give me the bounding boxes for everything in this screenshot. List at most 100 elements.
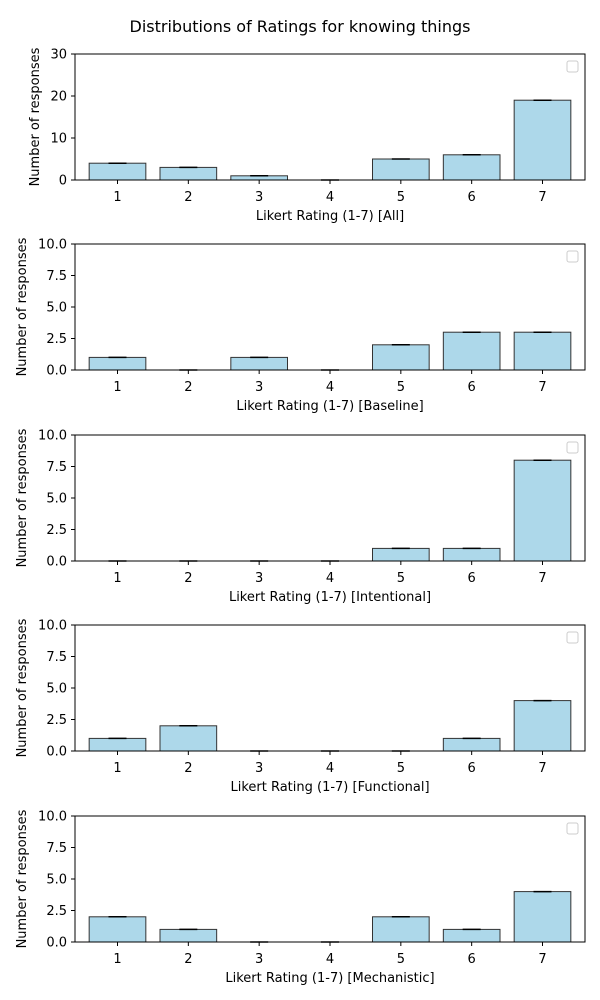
x-tick-label: 6 [468, 761, 476, 776]
figure-title: Distributions of Ratings for knowing thi… [129, 17, 471, 36]
legend-box [566, 60, 579, 73]
y-tick-label: 10.0 [38, 429, 67, 444]
y-tick-label: 2.5 [46, 713, 67, 728]
x-tick-label: 1 [113, 761, 121, 776]
x-tick-label: 2 [184, 761, 192, 776]
bar-7 [513, 99, 572, 181]
axes-frame [74, 815, 586, 943]
x-tick-label: 4 [326, 761, 334, 776]
legend-box [566, 822, 579, 835]
x-tick-label: 5 [397, 761, 405, 776]
x-tick-label: 4 [326, 952, 334, 967]
y-tick-label: 0.0 [46, 936, 67, 951]
y-tick-label: 7.5 [46, 650, 67, 665]
x-axis-label: Likert Rating (1-7) [Intentional] [229, 590, 431, 605]
y-tick-label: 10.0 [38, 619, 67, 634]
y-tick-label: 0 [59, 174, 67, 189]
x-tick-label: 5 [397, 190, 405, 205]
axes-frame [74, 624, 586, 752]
x-tick-label: 6 [468, 190, 476, 205]
y-tick-label: 0.0 [46, 555, 67, 570]
y-axis-label: Number of responses [15, 237, 30, 376]
x-tick-label: 6 [468, 571, 476, 586]
x-tick-label: 7 [538, 571, 546, 586]
y-tick-label: 0.0 [46, 364, 67, 379]
bar-2 [159, 928, 218, 943]
y-tick-label: 0.0 [46, 745, 67, 760]
x-tick-label: 3 [255, 571, 263, 586]
y-axis-label: Number of responses [15, 809, 30, 948]
x-tick-label: 1 [113, 571, 121, 586]
y-tick-label: 7.5 [46, 269, 67, 284]
x-tick-label: 3 [255, 190, 263, 205]
y-tick-label: 7.5 [46, 841, 67, 856]
bar-6 [442, 928, 501, 943]
y-tick-label: 10.0 [38, 810, 67, 825]
x-tick-label: 3 [255, 380, 263, 395]
x-tick-label: 5 [397, 571, 405, 586]
bar-1 [88, 162, 147, 181]
y-tick-label: 5.0 [46, 301, 67, 316]
bar-7 [513, 891, 572, 943]
x-axis-label: Likert Rating (1-7) [All] [256, 209, 404, 224]
bar-1 [88, 916, 147, 943]
x-tick-label: 4 [326, 190, 334, 205]
x-tick-label: 3 [255, 761, 263, 776]
y-tick-label: 30 [50, 48, 67, 63]
subplot-4: 1 2 3 4 5 6 7 0.0 2.5 5.0 7.5 10.0 Likert Rating (1-… [15, 618, 586, 795]
axes-frame [74, 434, 586, 562]
x-tick-label: 1 [113, 380, 121, 395]
bar-1 [88, 356, 147, 371]
y-tick-label: 5.0 [46, 492, 67, 507]
x-tick-label: 7 [538, 952, 546, 967]
x-tick-label: 3 [255, 952, 263, 967]
bar-6 [442, 547, 501, 562]
legend-box [566, 631, 579, 644]
bar-7 [513, 331, 572, 371]
subplot-1: 1 2 3 4 5 6 7 0 10 20 30 Likert Rating (1-7) [All] N… [28, 47, 586, 224]
legend-box [566, 441, 579, 454]
y-axis-label: Number of responses [15, 428, 30, 567]
axes-frame [74, 243, 586, 371]
y-tick-label: 10 [50, 132, 67, 147]
subplot-5: 1 2 3 4 5 6 7 0.0 2.5 5.0 7.5 10.0 Likert Rating (1-… [15, 809, 586, 986]
y-tick-label: 2.5 [46, 523, 67, 538]
bar-1 [88, 737, 147, 752]
bar-5 [372, 158, 430, 181]
y-tick-label: 5.0 [46, 873, 67, 888]
bar-5 [372, 916, 430, 943]
x-axis-label: Likert Rating (1-7) [Mechanistic] [225, 971, 434, 986]
bar-7 [513, 700, 572, 752]
y-tick-label: 2.5 [46, 904, 67, 919]
x-tick-label: 5 [397, 380, 405, 395]
bar-7 [513, 459, 572, 562]
x-axis-label: Likert Rating (1-7) [Functional] [230, 780, 429, 795]
legend-box [566, 250, 579, 263]
bar-5 [372, 344, 430, 371]
y-tick-label: 5.0 [46, 682, 67, 697]
x-tick-label: 5 [397, 952, 405, 967]
x-tick-label: 2 [184, 952, 192, 967]
bar-6 [442, 737, 501, 752]
x-axis-label: Likert Rating (1-7) [Baseline] [236, 399, 423, 414]
x-tick-label: 1 [113, 952, 121, 967]
subplot-3: 1 2 3 4 5 6 7 0.0 2.5 5.0 7.5 10.0 Likert Rating (1-… [15, 428, 586, 605]
x-tick-label: 1 [113, 190, 121, 205]
x-tick-label: 2 [184, 571, 192, 586]
bar-6 [442, 154, 501, 181]
x-tick-label: 6 [468, 380, 476, 395]
x-tick-label: 7 [538, 190, 546, 205]
y-axis-label: Number of responses [28, 47, 43, 186]
y-tick-label: 10.0 [38, 238, 67, 253]
axes-frame [74, 53, 586, 181]
bar-3 [230, 356, 288, 371]
x-tick-label: 6 [468, 952, 476, 967]
x-tick-label: 2 [184, 380, 192, 395]
x-tick-label: 2 [184, 190, 192, 205]
x-tick-label: 4 [326, 380, 334, 395]
x-tick-label: 4 [326, 571, 334, 586]
bar-2 [159, 725, 218, 752]
y-tick-label: 20 [50, 90, 67, 105]
x-tick-label: 7 [538, 380, 546, 395]
